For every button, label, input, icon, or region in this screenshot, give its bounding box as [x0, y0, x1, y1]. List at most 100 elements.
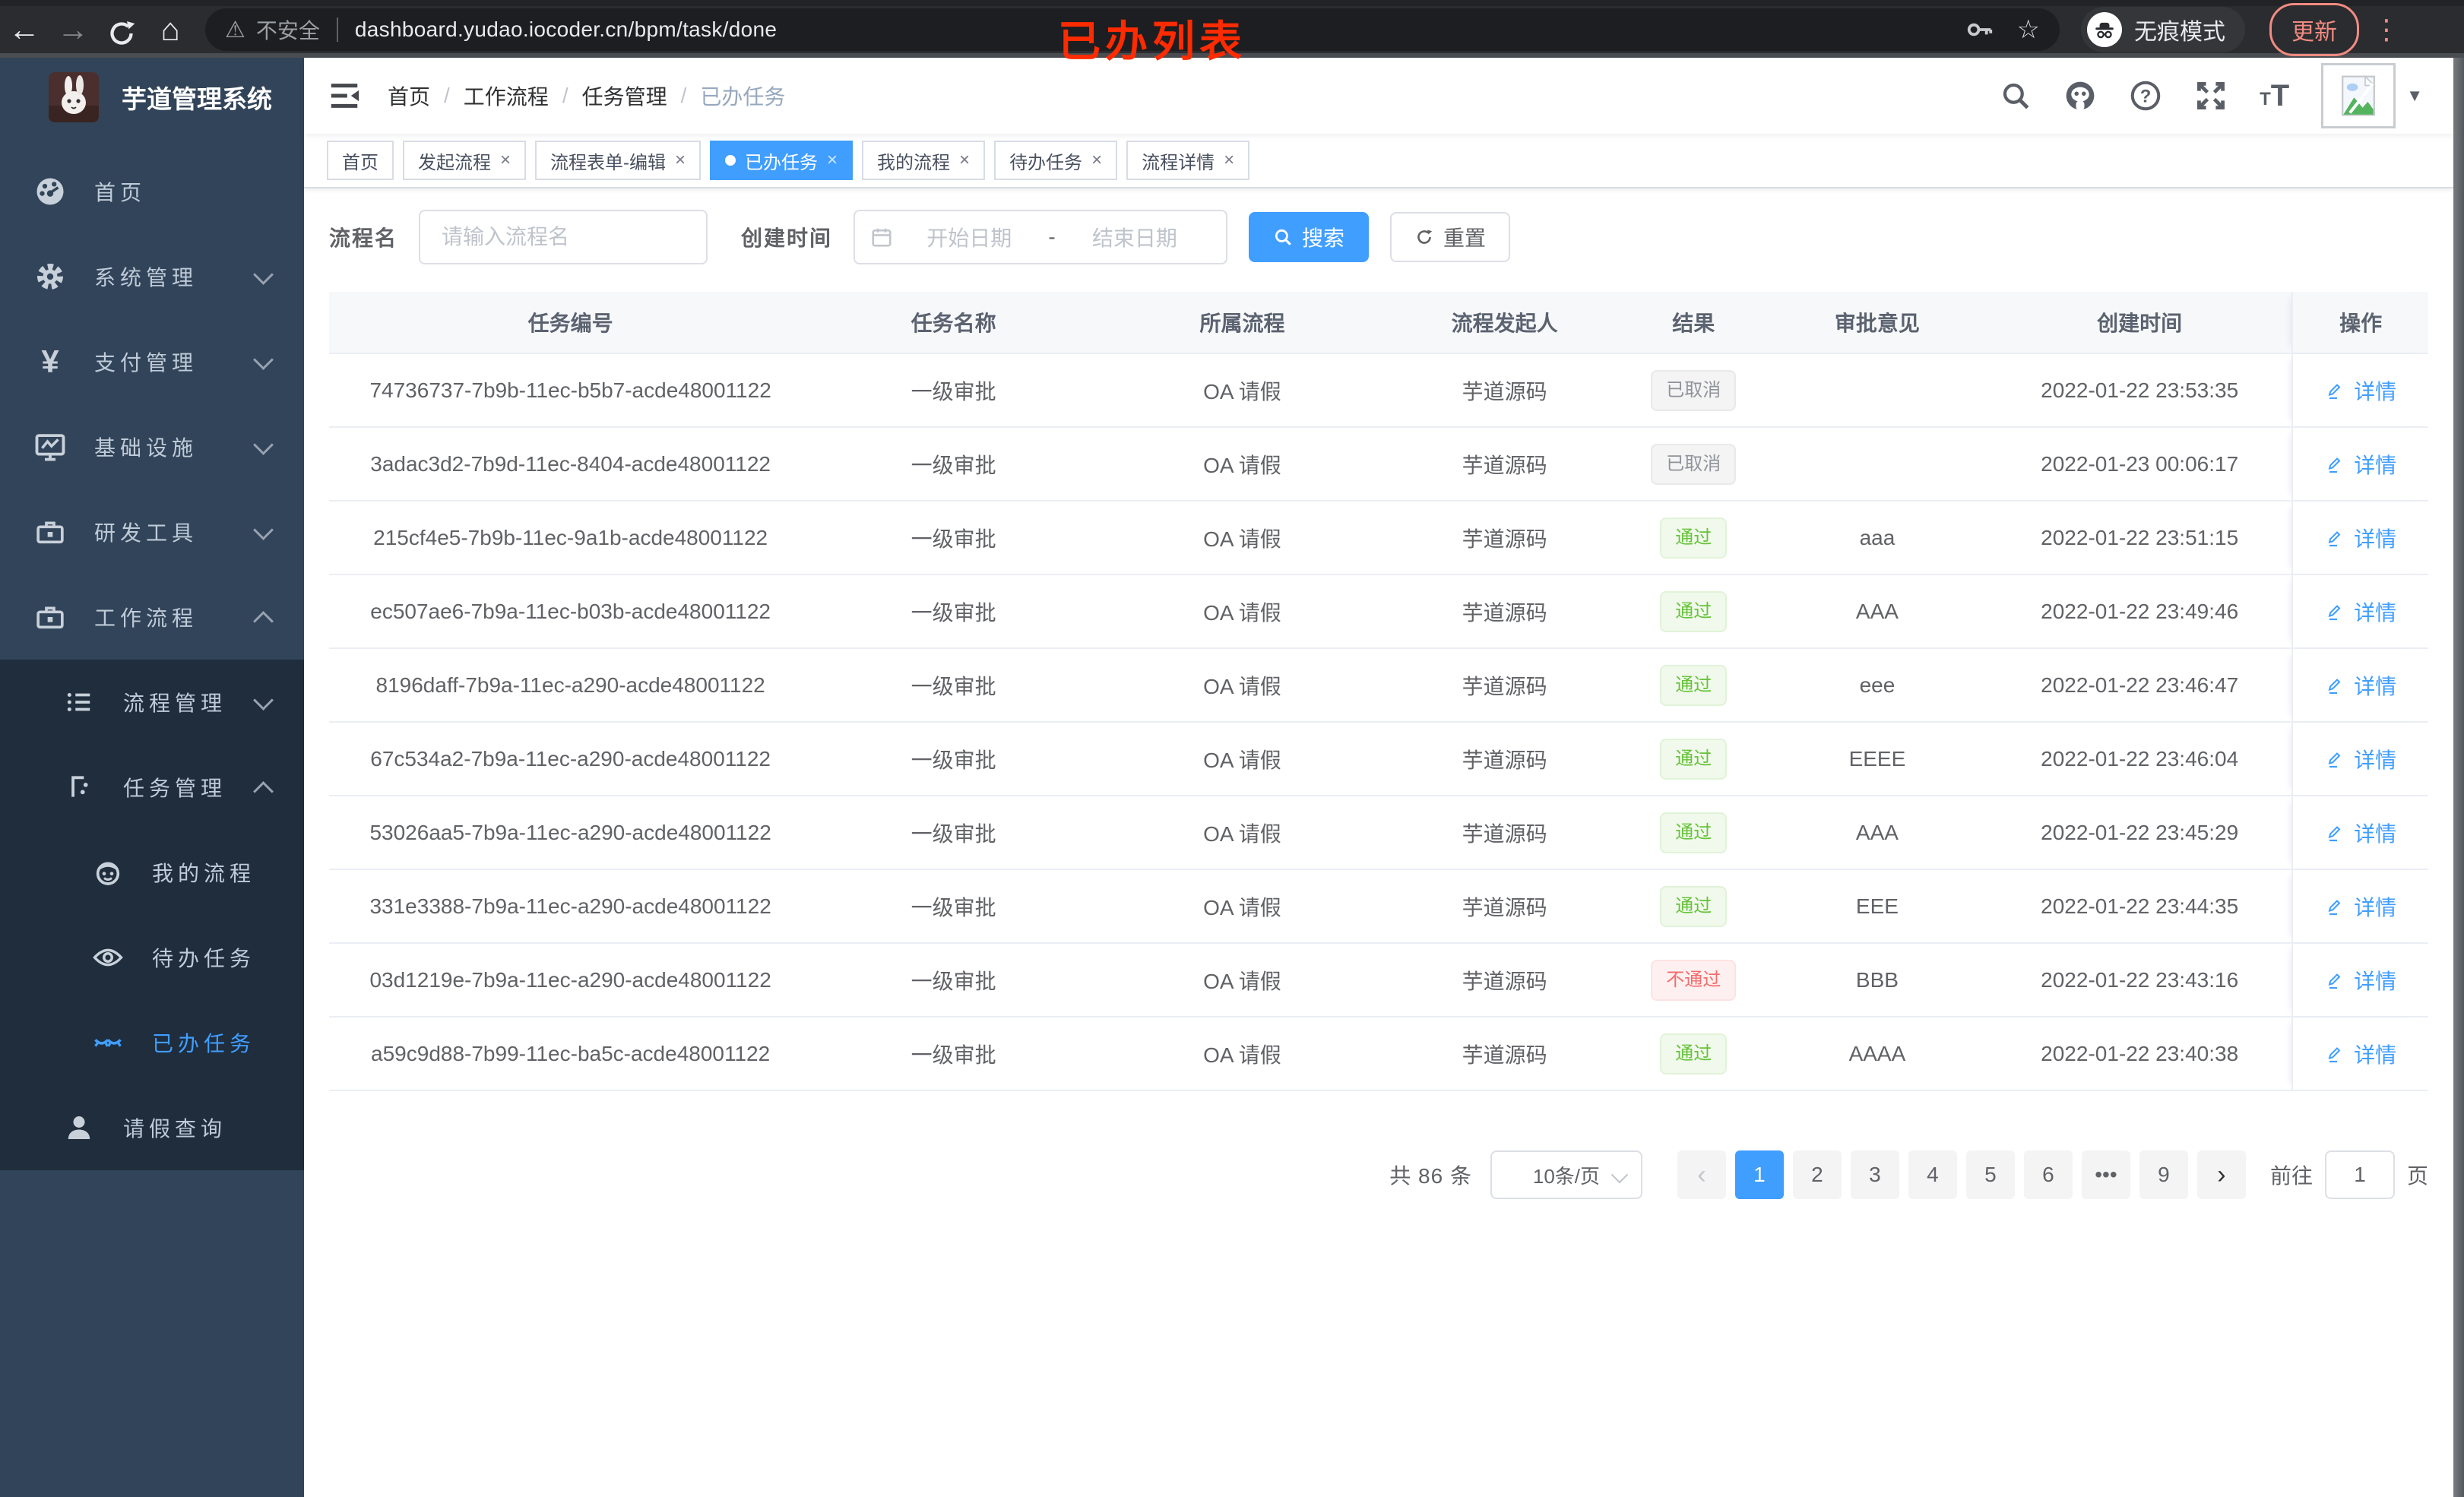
- back-icon[interactable]: ←: [8, 11, 40, 47]
- tab[interactable]: 已办任务 ×: [710, 141, 854, 180]
- status-badge: 通过: [1660, 1033, 1728, 1074]
- detail-link[interactable]: 详情: [2325, 965, 2396, 995]
- table-row: 03d1219e-7b9a-11ec-a290-acde48001122 一级审…: [329, 944, 2428, 1018]
- toolbox-icon: [32, 517, 68, 547]
- start-date-placeholder[interactable]: 开始日期: [926, 226, 1012, 250]
- created-cell: 2022-01-22 23:40:38: [2041, 1041, 2239, 1065]
- tab-close-icon[interactable]: ×: [1224, 150, 1235, 170]
- sidebar-item-label: 工作流程: [94, 606, 198, 630]
- sidebar-item-workflow[interactable]: 工作流程: [0, 574, 304, 660]
- detail-link[interactable]: 详情: [2325, 597, 2396, 627]
- breadcrumb-workflow[interactable]: 工作流程: [463, 85, 549, 109]
- sidebar-item-payment[interactable]: ¥ 支付管理: [0, 319, 304, 404]
- prev-page-button[interactable]: ‹: [1677, 1150, 1726, 1199]
- initiator-cell: 芋道源码: [1462, 527, 1547, 551]
- detail-link[interactable]: 详情: [2325, 1039, 2396, 1069]
- breadcrumb-home[interactable]: 首页: [388, 85, 431, 109]
- sidebar-item-done-tasks[interactable]: 已办任务: [0, 1000, 304, 1085]
- task-name-cell: 一级审批: [911, 969, 996, 993]
- process-name-input[interactable]: [419, 210, 708, 264]
- sidebar-item-process-mgmt[interactable]: 流程管理: [0, 660, 304, 745]
- detail-link[interactable]: 详情: [2325, 449, 2396, 479]
- sidebar-collapse-icon[interactable]: [327, 78, 362, 113]
- end-date-placeholder[interactable]: 结束日期: [1091, 226, 1177, 250]
- search-button[interactable]: 搜索: [1249, 212, 1370, 262]
- sidebar-item-leave-query[interactable]: 请假查询: [0, 1085, 304, 1170]
- process-cell: OA 请假: [1203, 748, 1281, 772]
- comment-cell: EEEE: [1848, 746, 1906, 771]
- sidebar-item-label: 请假查询: [123, 1117, 227, 1141]
- tab[interactable]: 流程详情 ×: [1126, 141, 1250, 180]
- search-icon[interactable]: [2000, 80, 2032, 112]
- breadcrumb-separator: /: [680, 84, 687, 107]
- refresh-icon[interactable]: [97, 11, 146, 49]
- tab-close-icon[interactable]: ×: [827, 150, 838, 170]
- app-logo-row[interactable]: 芋道管理系统: [0, 58, 304, 137]
- edit-pencil-icon: [2325, 748, 2346, 770]
- detail-link[interactable]: 详情: [2325, 523, 2396, 553]
- detail-link[interactable]: 详情: [2325, 744, 2396, 774]
- page-button[interactable]: 5: [1965, 1150, 2015, 1199]
- page-size-select[interactable]: 10条/页: [1490, 1150, 1642, 1199]
- forward-icon[interactable]: →: [57, 11, 89, 47]
- breadcrumb-task-mgmt[interactable]: 任务管理: [581, 85, 667, 109]
- tab[interactable]: 待办任务 ×: [994, 141, 1118, 180]
- task-id-cell: 8196daff-7b9a-11ec-a290-acde48001122: [375, 673, 765, 697]
- home-icon[interactable]: ⌂: [160, 11, 180, 47]
- browser-menu-icon[interactable]: ⋮: [2373, 14, 2400, 45]
- tab-close-icon[interactable]: ×: [675, 150, 686, 170]
- monitor-icon: [32, 431, 68, 463]
- date-range-picker[interactable]: 开始日期 - 结束日期: [854, 210, 1228, 264]
- tab-close-icon[interactable]: ×: [1091, 150, 1103, 170]
- page-button[interactable]: •••: [2081, 1150, 2130, 1199]
- tab-close-icon[interactable]: ×: [959, 150, 971, 170]
- sidebar-item-label: 已办任务: [152, 1032, 256, 1055]
- sidebar-item-infra[interactable]: 基础设施: [0, 404, 304, 489]
- comment-cell: EEE: [1855, 894, 1899, 918]
- result-cell: 通过: [1620, 870, 1767, 942]
- edit-pencil-icon: [2325, 675, 2346, 696]
- browser-update-button[interactable]: 更新: [2269, 3, 2359, 56]
- sidebar-item-devtools[interactable]: 研发工具: [0, 489, 304, 574]
- tab-close-icon[interactable]: ×: [500, 150, 511, 170]
- goto-page-input[interactable]: [2324, 1150, 2395, 1199]
- scrollbar[interactable]: [2453, 58, 2464, 1497]
- address-bar[interactable]: ⚠ 不安全 dashboard.yudao.iocoder.cn/bpm/tas…: [205, 8, 2060, 51]
- page-button[interactable]: 6: [2023, 1150, 2073, 1199]
- tab[interactable]: 我的流程 ×: [862, 141, 986, 180]
- next-page-button[interactable]: ›: [2196, 1150, 2246, 1199]
- page-button[interactable]: 3: [1850, 1150, 1899, 1199]
- page-button[interactable]: 2: [1792, 1150, 1842, 1199]
- detail-link[interactable]: 详情: [2325, 670, 2396, 701]
- detail-link[interactable]: 详情: [2325, 891, 2396, 922]
- detail-link[interactable]: 详情: [2325, 375, 2396, 406]
- process-cell: OA 请假: [1203, 1043, 1281, 1067]
- sidebar-item-task-mgmt[interactable]: 任务管理: [0, 745, 304, 830]
- sidebar-item-system[interactable]: 系统管理: [0, 234, 304, 319]
- page-button[interactable]: 9: [2139, 1150, 2188, 1199]
- help-icon[interactable]: ?: [2129, 79, 2162, 112]
- page-button[interactable]: 1: [1734, 1150, 1784, 1199]
- result-cell: 通过: [1620, 649, 1767, 721]
- avatar[interactable]: [2321, 63, 2396, 128]
- tab[interactable]: 首页 ×: [327, 141, 394, 180]
- avatar-caret-icon[interactable]: ▼: [2406, 86, 2423, 105]
- password-key-icon[interactable]: [1965, 15, 1994, 44]
- sidebar-item-todo-tasks[interactable]: 待办任务: [0, 915, 304, 1000]
- reset-button[interactable]: 重置: [1390, 212, 1511, 262]
- github-icon[interactable]: [2063, 79, 2097, 112]
- sidebar-item-my-process[interactable]: 我的流程: [0, 830, 304, 915]
- task-id-cell: 215cf4e5-7b9b-11ec-9a1b-acde48001122: [373, 525, 768, 549]
- goto-group: 前往 页: [2270, 1150, 2428, 1199]
- create-time-label: 创建时间: [741, 226, 833, 250]
- detail-link[interactable]: 详情: [2325, 818, 2396, 848]
- table-row: a59c9d88-7b99-11ec-ba5c-acde48001122 一级审…: [329, 1018, 2428, 1091]
- fullscreen-icon[interactable]: [2194, 79, 2228, 112]
- url-text[interactable]: dashboard.yudao.iocoder.cn/bpm/task/done: [354, 17, 778, 41]
- page-button[interactable]: 4: [1908, 1150, 1957, 1199]
- sidebar-item-home[interactable]: 首页: [0, 149, 304, 234]
- tab[interactable]: 发起流程 ×: [403, 141, 527, 180]
- tab[interactable]: 流程表单-编辑 ×: [535, 141, 702, 180]
- bookmark-star-icon[interactable]: ☆: [2016, 15, 2040, 44]
